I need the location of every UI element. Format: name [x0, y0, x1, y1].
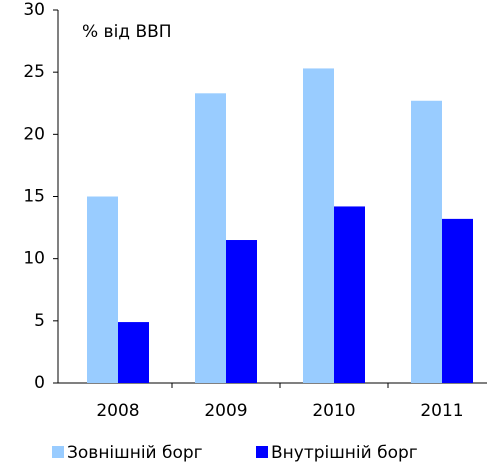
- legend-swatch: [256, 446, 268, 458]
- bar: [226, 240, 257, 383]
- x-tick-label: 2010: [312, 401, 355, 421]
- bar: [334, 206, 365, 383]
- legend-label: Зовнішній борг: [67, 443, 203, 463]
- bar: [195, 93, 226, 383]
- x-tick-label: 2009: [204, 401, 247, 421]
- x-tick-label: 2008: [96, 401, 139, 421]
- x-tick-label: 2011: [420, 401, 463, 421]
- legend-label: Внутрішній борг: [271, 443, 418, 463]
- bar: [442, 218, 473, 383]
- y-tick-label: 10: [23, 249, 45, 269]
- y-tick-label: 5: [34, 311, 45, 331]
- y-tick-label: 20: [23, 124, 45, 144]
- bar: [411, 100, 442, 383]
- y-tick-label: 0: [34, 373, 45, 393]
- legend-swatch: [52, 446, 64, 458]
- bar: [303, 68, 334, 383]
- y-tick-label: 25: [23, 62, 45, 82]
- bar: [118, 322, 149, 383]
- y-tick-label: 30: [23, 0, 45, 20]
- y-tick-label: 15: [23, 187, 45, 207]
- bar: [87, 196, 118, 383]
- annotation: % від ВВП: [82, 22, 172, 42]
